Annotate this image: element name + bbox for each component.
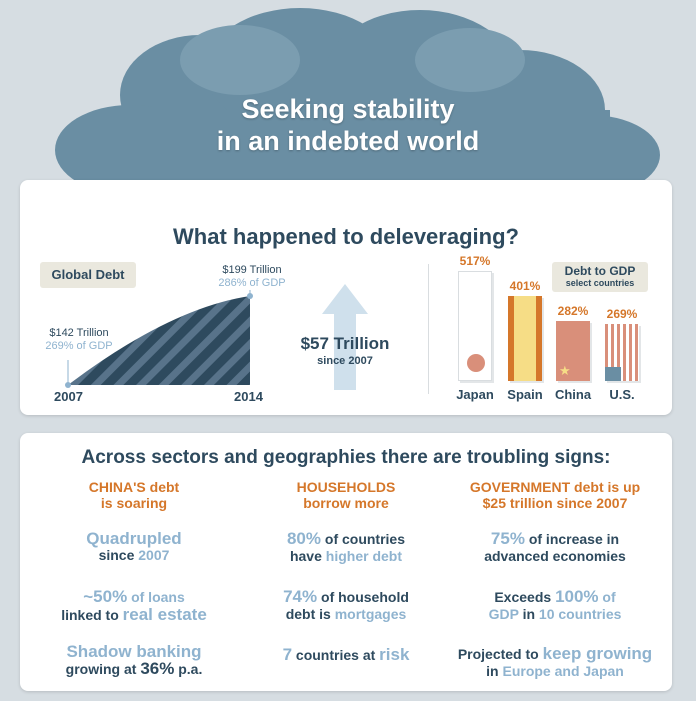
households-head-line2: borrow more — [303, 495, 389, 511]
china-s3-d: p.a. — [174, 661, 203, 677]
government-head-strong: GOVERNMENT — [469, 479, 571, 495]
households-s1-a: 80% — [286, 529, 321, 548]
deleveraging-panel: What happened to deleveraging? Global De… — [20, 180, 672, 415]
households-stat-2: 74% of household debt is mortgages — [266, 588, 426, 623]
households-s3-b: countries at — [292, 647, 380, 663]
troubling-signs-panel: Across sectors and geographies there are… — [20, 433, 672, 691]
bar-label-spain: Spain — [507, 387, 543, 402]
government-s3-c: in — [486, 663, 503, 679]
china-head-line2: is soaring — [100, 495, 168, 511]
bar-label-us: U.S. — [609, 387, 635, 402]
china-s2-c: linked to — [61, 607, 123, 623]
end-point — [247, 293, 253, 299]
china-s2-b: of loans — [127, 589, 185, 605]
debt-to-gdp-label: Debt to GDP select countries — [552, 262, 648, 292]
china-s2-d: real estate — [122, 605, 207, 624]
china-s3-b: growing at — [65, 661, 141, 677]
government-s3-d: Europe and Japan — [502, 663, 624, 679]
bar-us — [605, 324, 639, 381]
households-s2-c: debt is — [285, 606, 335, 622]
households-head-line1: HOUSEHOLDS — [296, 479, 396, 495]
bar-label-china: China — [554, 387, 592, 402]
troubling-signs-heading: Across sectors and geographies there are… — [81, 447, 611, 468]
government-stat-1: 75% of increase in advanced economies — [460, 530, 650, 565]
deleveraging-heading: What happened to deleveraging? — [173, 224, 519, 249]
divider — [428, 264, 429, 394]
china-s2-a: ~50% — [83, 587, 128, 606]
government-s1-b: of increase in — [524, 531, 620, 547]
up-arrow-icon — [322, 284, 368, 390]
government-s2-f: 10 countries — [538, 606, 622, 622]
us-flag-canton — [605, 367, 621, 381]
government-stat-2: Exceeds 100% of GDP in 10 countries — [460, 588, 650, 623]
bar-value-china: 282% — [557, 304, 589, 318]
government-column-header: GOVERNMENT debt is up $25 trillion since… — [460, 479, 650, 511]
start-year: 2007 — [54, 389, 83, 404]
china-column-header: CHINA'S debt is soaring — [54, 479, 214, 511]
increase-amount: $57 Trillion — [300, 334, 390, 353]
government-s2-d: GDP — [488, 606, 519, 622]
title-line-1: Seeking stability — [241, 94, 455, 124]
government-s1-a: 75% — [490, 529, 525, 548]
bar-japan — [458, 271, 492, 381]
bar-value-us: 269% — [606, 307, 638, 321]
end-year: 2014 — [234, 389, 263, 404]
households-s1-b: of countries — [321, 531, 406, 547]
end-annotation: $199 Trillion 286% of GDP — [202, 264, 302, 290]
government-s1-c: advanced economies — [484, 548, 626, 564]
bar-value-japan: 517% — [459, 254, 491, 268]
government-s3-b: keep growing — [542, 644, 653, 663]
government-stat-3: Projected to keep growing in Europe and … — [455, 645, 655, 680]
government-s2-e: in — [518, 606, 539, 622]
china-stat-2: ~50% of loans linked to real estate — [48, 588, 220, 624]
japan-flag-sun — [467, 354, 485, 372]
government-head-rest: debt is up — [570, 479, 641, 495]
china-stat-3: Shadow banking growing at 36% p.a. — [48, 643, 220, 678]
households-s2-b: of household — [317, 589, 409, 605]
china-s1-a: Quadrupled — [86, 529, 182, 548]
debt-to-gdp-sublabel: select countries — [565, 278, 635, 288]
china-s1-c: 2007 — [138, 547, 170, 563]
start-point — [65, 382, 71, 388]
china-head-strong: CHINA'S — [88, 479, 146, 495]
households-s3-c: risk — [379, 645, 410, 664]
debt-area — [68, 296, 250, 385]
increase-note: since 2007 — [317, 355, 373, 367]
start-amount: $142 Trillion — [49, 327, 109, 339]
bar-spain — [508, 296, 542, 381]
bar-china: ★ — [556, 321, 590, 381]
bar-label-japan: Japan — [456, 387, 494, 402]
title-line-2: in an indebted world — [216, 126, 480, 156]
debt-to-gdp-title: Debt to GDP — [564, 264, 636, 278]
households-column-header: HOUSEHOLDS borrow more — [266, 479, 426, 511]
china-flag-star: ★ — [559, 363, 571, 378]
china-head-rest: debt — [145, 479, 180, 495]
china-s3-a: Shadow banking — [66, 642, 202, 661]
start-pct: 269% of GDP — [45, 340, 113, 352]
government-s2-b: 100% — [555, 587, 599, 606]
households-s3-a: 7 — [282, 645, 293, 664]
households-stat-3: 7 countries at risk — [266, 646, 426, 664]
households-s2-a: 74% — [283, 587, 318, 606]
china-s1-b: since — [98, 547, 139, 563]
households-s1-d: higher debt — [325, 548, 403, 564]
government-head-line2: $25 trillion since 2007 — [482, 495, 628, 511]
households-stat-1: 80% of countries have higher debt — [266, 530, 426, 565]
government-s3-a: Projected to — [457, 646, 543, 662]
end-amount: $199 Trillion — [222, 264, 282, 276]
start-annotation: $142 Trillion 269% of GDP — [34, 327, 124, 353]
government-s2-c: of — [598, 589, 616, 605]
global-debt-label: Global Debt — [40, 262, 136, 288]
households-s1-c: have — [289, 548, 326, 564]
global-debt-area-chart — [65, 290, 253, 388]
china-stat-1: Quadrupled since 2007 — [54, 530, 214, 564]
end-pct: 286% of GDP — [218, 277, 286, 289]
households-s2-d: mortgages — [334, 606, 407, 622]
china-s3-c: 36% — [140, 659, 175, 678]
bar-value-spain: 401% — [509, 279, 541, 293]
government-s2-a: Exceeds — [494, 589, 556, 605]
